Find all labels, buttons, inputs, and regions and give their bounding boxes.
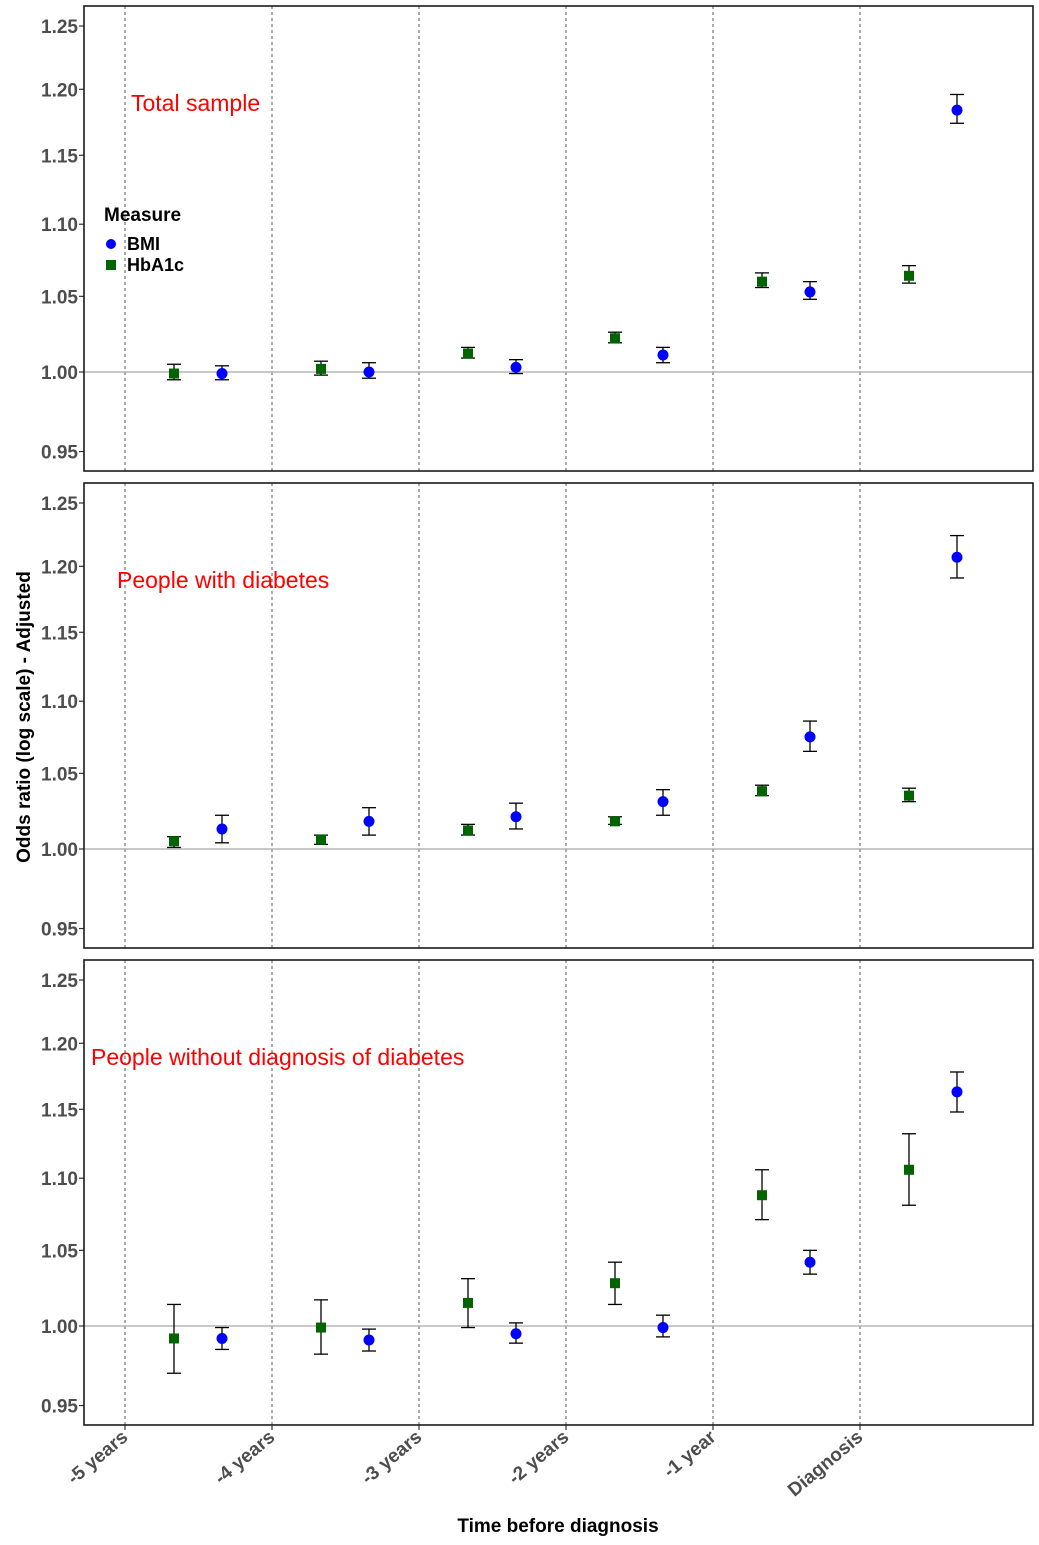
x-axis-title: Time before diagnosis	[457, 1516, 658, 1537]
panel-1: 0.95 1.00 1.05 1.10 1.15 1.20 1.25 Total sample…	[41, 5, 1034, 472]
panel-title: People without diagnosis of diabetes	[91, 1044, 464, 1070]
y-tick-label: 1.15	[41, 623, 78, 644]
bmi-point	[804, 731, 816, 743]
bmi-point	[363, 1334, 375, 1346]
y-tick-label: 1.05	[41, 287, 78, 308]
y-tick-label: 0.95	[41, 443, 78, 464]
hba1c-point	[904, 270, 914, 281]
hba1c-point	[463, 1297, 473, 1308]
panel-2: 0.95 1.00 1.05 1.10 1.15 1.20 1.25 People with …	[41, 482, 1034, 949]
y-tick-label: 0.95	[41, 1397, 78, 1418]
hba1c-point	[169, 836, 179, 847]
hba1c-point	[316, 363, 326, 374]
bmi-point	[363, 366, 375, 378]
x-tick-label: -2 years	[505, 1427, 574, 1489]
y-tick-label: 1.20	[41, 1034, 78, 1055]
bmi-point	[951, 1086, 963, 1098]
legend-label: BMI	[127, 234, 160, 254]
bmi-point	[951, 551, 963, 563]
legend-title: Measure	[104, 205, 181, 226]
y-axis-title: Odds ratio (log scale) - Adjusted	[14, 571, 35, 863]
hba1c-point	[904, 1164, 914, 1175]
panel-3: 0.95 1.00 1.05 1.10 1.15 1.20 1.25 People witho…	[41, 959, 1034, 1426]
bmi-point	[951, 104, 963, 116]
bmi-point	[657, 1322, 669, 1334]
hba1c-point	[463, 348, 473, 359]
x-tick-label: -1 year	[660, 1426, 721, 1482]
hba1c-point	[757, 786, 767, 797]
x-tick-label: Diagnosis	[784, 1427, 867, 1501]
x-axis: -5 years -4 years -3 years -2 years -1 year D…	[64, 1425, 867, 1501]
hba1c-point	[610, 1278, 620, 1289]
hba1c-point	[757, 1190, 767, 1201]
y-tick-label: 1.10	[41, 692, 78, 713]
hba1c-point	[169, 1333, 179, 1344]
bmi-point	[804, 286, 816, 298]
y-tick-label: 1.20	[41, 80, 78, 101]
hba1c-point	[757, 276, 767, 287]
y-tick-label: 1.25	[41, 494, 78, 515]
legend-bmi-key	[106, 239, 116, 249]
y-tick-label: 0.95	[41, 920, 78, 941]
y-tick-label: 1.25	[41, 971, 78, 992]
hba1c-point	[316, 1322, 326, 1333]
bmi-point	[216, 368, 228, 380]
hba1c-point	[610, 333, 620, 344]
legend-label: HbA1c	[127, 255, 184, 275]
bmi-point	[510, 811, 522, 823]
bmi-point	[510, 1328, 522, 1340]
y-tick-label: 1.10	[41, 215, 78, 236]
y-tick-label: 1.00	[41, 363, 78, 384]
panel-frame	[83, 959, 1034, 1426]
hba1c-point	[610, 816, 620, 827]
y-tick-label: 1.15	[41, 1100, 78, 1121]
bmi-point	[657, 796, 669, 808]
y-tick-label: 1.10	[41, 1169, 78, 1190]
y-tick-label: 1.05	[41, 1241, 78, 1262]
panel-frame	[83, 5, 1034, 472]
panels-layer: 0.95 1.00 1.05 1.10 1.15 1.20 1.25 Total sample…	[41, 5, 1034, 1426]
hba1c-point	[169, 368, 179, 379]
bmi-point	[216, 1332, 228, 1344]
x-tick-label: -4 years	[211, 1427, 280, 1489]
hba1c-point	[463, 825, 473, 836]
bmi-point	[216, 823, 228, 835]
bmi-point	[657, 349, 669, 361]
x-tick-label: -5 years	[64, 1427, 133, 1489]
y-tick-label: 1.25	[41, 17, 78, 38]
panel-title: People with diabetes	[117, 567, 329, 593]
hba1c-point	[904, 790, 914, 801]
y-tick-label: 1.00	[41, 1317, 78, 1338]
y-tick-label: 1.05	[41, 764, 78, 785]
y-tick-label: 1.15	[41, 146, 78, 167]
legend-hba1c-key	[106, 260, 116, 270]
y-tick-label: 1.00	[41, 840, 78, 861]
bmi-point	[804, 1256, 816, 1268]
bmi-point	[363, 815, 375, 827]
x-tick-label: -3 years	[358, 1427, 427, 1489]
bmi-point	[510, 361, 522, 373]
y-tick-label: 1.20	[41, 557, 78, 578]
panel-frame	[83, 482, 1034, 949]
hba1c-point	[316, 834, 326, 845]
panel-title: Total sample	[131, 90, 260, 116]
